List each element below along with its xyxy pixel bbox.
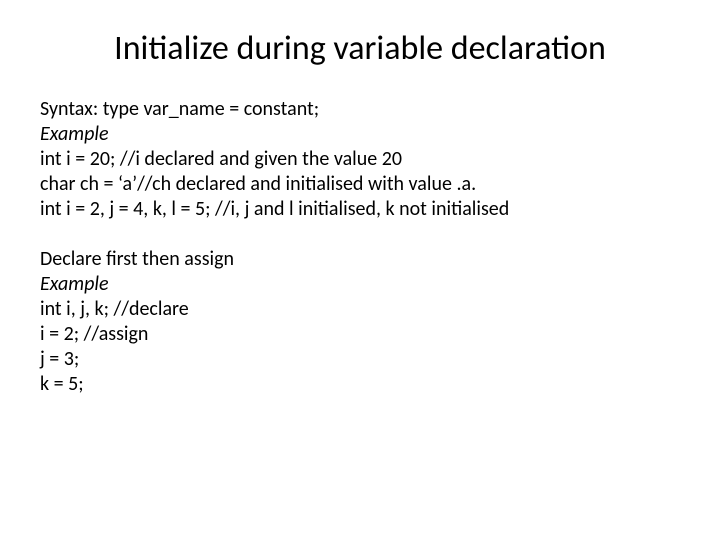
code-line-2: char ch = ‘a’//ch declared and initialis… xyxy=(40,172,680,197)
example1-label: Example xyxy=(40,122,680,147)
example2-label: Example xyxy=(40,272,680,297)
code-line-3: int i = 2, j = 4, k, l = 5; //i, j and l… xyxy=(40,197,680,222)
slide-body: Syntax: type var_name = constant; Exampl… xyxy=(40,97,680,397)
slide-title: Initialize during variable declaration xyxy=(40,28,680,69)
slide-container: Initialize during variable declaration S… xyxy=(0,0,720,397)
blank-line xyxy=(40,222,680,247)
code-line-4: int i, j, k; //declare xyxy=(40,297,680,322)
code-line-7: k = 5; xyxy=(40,372,680,397)
code-line-6: j = 3; xyxy=(40,347,680,372)
syntax-line: Syntax: type var_name = constant; xyxy=(40,97,680,122)
code-line-1: int i = 20; //i declared and given the v… xyxy=(40,147,680,172)
code-line-5: i = 2; //assign xyxy=(40,322,680,347)
declare-first-heading: Declare first then assign xyxy=(40,247,680,272)
